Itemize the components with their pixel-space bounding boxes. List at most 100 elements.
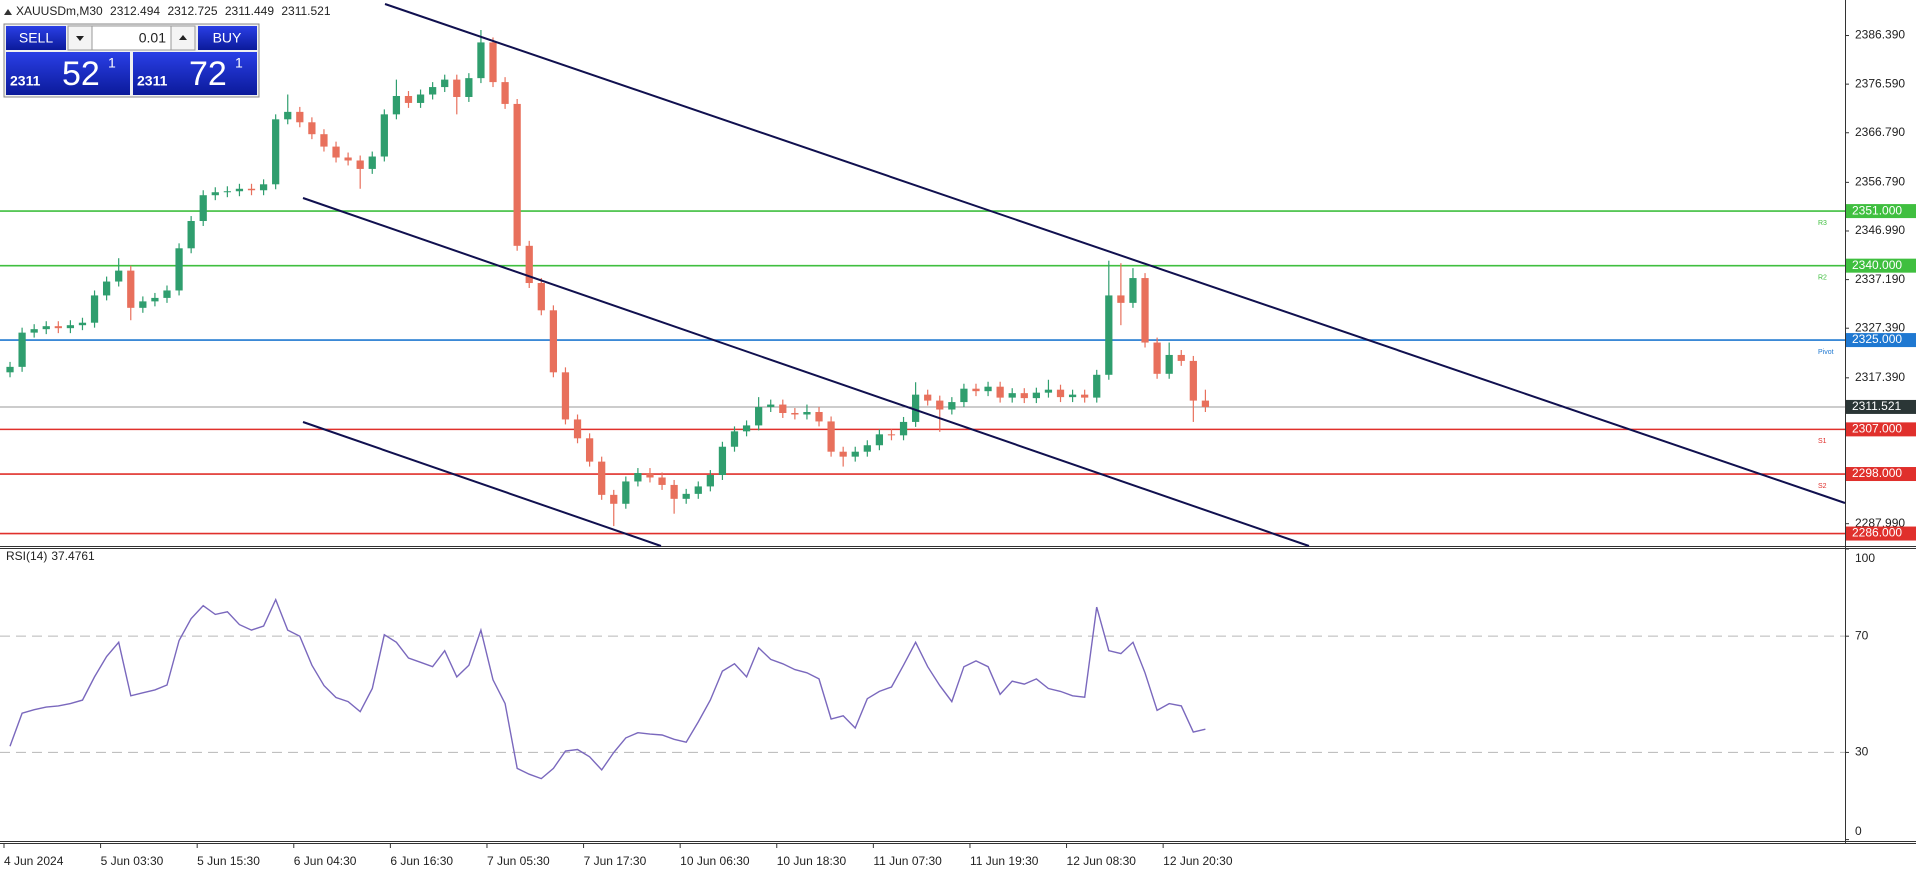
y-tick-label: 100 bbox=[1855, 551, 1875, 565]
buy-price-box[interactable] bbox=[133, 52, 257, 95]
candle-body bbox=[839, 451, 847, 457]
level-box bbox=[1846, 399, 1916, 414]
sell-price-big: 2311 bbox=[10, 73, 41, 89]
candle-body bbox=[259, 184, 268, 191]
candle-body bbox=[416, 94, 425, 103]
candle-body bbox=[573, 419, 582, 439]
candle-body bbox=[911, 394, 920, 422]
trend-line bbox=[384, 3, 1846, 504]
candle-body bbox=[936, 400, 944, 410]
buy-label[interactable]: BUY bbox=[213, 30, 242, 46]
trend-channel bbox=[302, 3, 1846, 547]
trade-panel: SELL 0.01 BUY 2311 52 1 2311 72 1 bbox=[3, 23, 260, 98]
level-label: 2351.000 bbox=[1852, 203, 1902, 217]
lot-value[interactable]: 0.01 bbox=[139, 30, 166, 46]
x-tick-label: 5 Jun 03:30 bbox=[101, 854, 164, 868]
candle-body bbox=[610, 494, 618, 504]
candle-body bbox=[1093, 374, 1101, 398]
candle-body bbox=[694, 486, 702, 494]
candle-body bbox=[368, 156, 376, 169]
candle-body bbox=[996, 386, 1004, 398]
candle-body bbox=[742, 425, 751, 432]
candle-body bbox=[392, 95, 401, 115]
candle-body bbox=[1044, 389, 1053, 393]
buy-price-big: 2311 bbox=[137, 73, 168, 89]
candle-body bbox=[646, 473, 654, 478]
candle-body bbox=[622, 481, 630, 504]
candle-body bbox=[247, 188, 256, 191]
candle-body bbox=[320, 134, 328, 147]
candle-body bbox=[356, 160, 364, 169]
y-tick-label: 0 bbox=[1855, 824, 1862, 838]
x-tick-label: 10 Jun 18:30 bbox=[777, 854, 847, 868]
candle-body bbox=[525, 245, 533, 284]
candle-body bbox=[791, 412, 799, 415]
quote: 2312.494 bbox=[110, 4, 160, 18]
lot-field[interactable] bbox=[91, 25, 172, 51]
y-tick-label: 2356.790 bbox=[1855, 175, 1905, 189]
candle-body bbox=[175, 248, 183, 291]
candle-body bbox=[199, 195, 207, 222]
candle-body bbox=[441, 79, 449, 88]
candle-body bbox=[1032, 392, 1040, 399]
level-label: 2325.000 bbox=[1852, 332, 1902, 346]
buy-button[interactable] bbox=[198, 26, 257, 50]
y-tick-label: 2366.790 bbox=[1855, 125, 1905, 139]
candle-body bbox=[1068, 394, 1077, 398]
candle-body bbox=[1020, 393, 1028, 399]
price-panel: R3 R2 Pivot S1 S2 bbox=[0, 30, 1845, 535]
candle-body bbox=[730, 431, 739, 447]
candle-body bbox=[308, 122, 316, 135]
sell-button[interactable] bbox=[6, 26, 66, 50]
sell-price-pips: 52 bbox=[62, 55, 100, 93]
y-tick-label: 30 bbox=[1855, 745, 1869, 759]
candle-body bbox=[682, 493, 690, 499]
level-name: Pivot bbox=[1818, 349, 1834, 356]
x-tick-label: 11 Jun 07:30 bbox=[873, 854, 942, 868]
candle-body bbox=[1105, 295, 1113, 375]
candle-body bbox=[706, 475, 714, 487]
level-box bbox=[1846, 422, 1916, 437]
x-tick-label: 6 Jun 16:30 bbox=[390, 854, 453, 868]
candle-body bbox=[235, 188, 244, 192]
symbol-header: XAUUSDm,M30 2312.494 2312.725 2311.449 2… bbox=[16, 4, 331, 18]
candle-body bbox=[513, 103, 521, 246]
candle-body bbox=[1189, 360, 1197, 401]
candle-body bbox=[634, 473, 642, 482]
candle-body bbox=[1117, 295, 1125, 303]
arrow-icon bbox=[179, 35, 187, 40]
level-label: 2298.000 bbox=[1852, 466, 1902, 480]
candle-body bbox=[960, 388, 968, 403]
candle-body bbox=[851, 451, 859, 457]
candle-body bbox=[670, 484, 678, 499]
candle-body bbox=[6, 366, 14, 373]
sell-label[interactable]: SELL bbox=[19, 30, 53, 46]
level-name: S2 bbox=[1818, 483, 1827, 490]
candle-body bbox=[948, 402, 956, 410]
candle-body bbox=[827, 421, 835, 452]
candle-body bbox=[755, 407, 763, 426]
candle-body bbox=[429, 87, 437, 95]
rsi-line bbox=[9, 597, 1206, 780]
candle-body bbox=[66, 325, 75, 329]
sell-price-box[interactable] bbox=[6, 52, 130, 95]
collapse-icon[interactable] bbox=[4, 9, 12, 15]
candle-body bbox=[115, 270, 123, 282]
candle-body bbox=[404, 95, 413, 103]
y-tick-label: 2337.190 bbox=[1855, 272, 1905, 286]
candle-body bbox=[887, 434, 896, 436]
candle-body bbox=[465, 78, 473, 97]
axes: 2386.390 2376.590 2366.790 2356.790 2346.990… bbox=[3, 28, 1916, 868]
candle-body bbox=[549, 310, 558, 373]
level-box bbox=[1846, 258, 1916, 273]
x-tick-label: 5 Jun 15:30 bbox=[197, 854, 260, 868]
quote: 2311.449 bbox=[225, 4, 274, 18]
candle-body bbox=[332, 146, 340, 158]
candle-body bbox=[1081, 394, 1089, 398]
x-tick-label: 7 Jun 17:30 bbox=[584, 854, 647, 868]
candle-body bbox=[875, 434, 884, 446]
candle-body bbox=[815, 412, 823, 422]
